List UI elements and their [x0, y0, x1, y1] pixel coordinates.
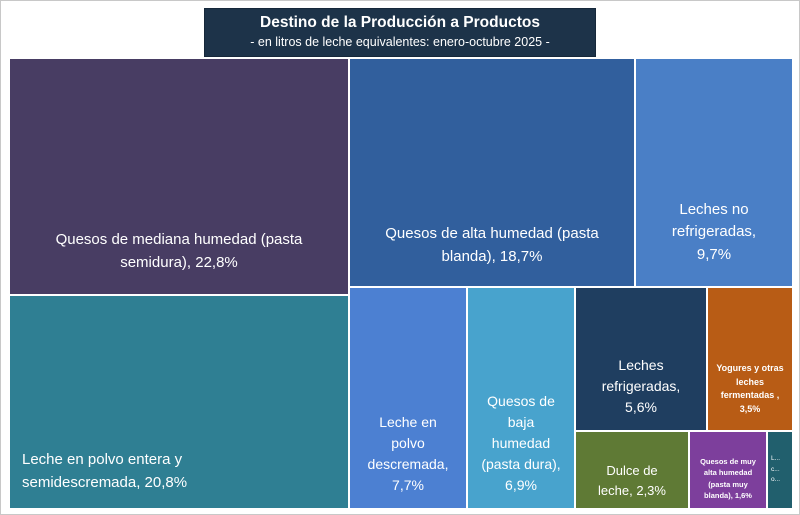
- treemap-cell-yogures-leches-fermentadas: Yogures y otras leches fermentadas , 3,5…: [707, 287, 793, 431]
- treemap-cell-leches-no-refrigeradas: Leches no refrigeradas, 9,7%: [635, 58, 793, 287]
- treemap-cell-dulce-de-leche: Dulce de leche, 2,3%: [575, 431, 689, 509]
- cell-label: Dulce de leche, 2,3%: [598, 463, 666, 498]
- treemap-cell-quesos-baja-humedad: Quesos de baja humedad (pasta dura), 6,9…: [467, 287, 575, 509]
- treemap-cell-leche-polvo-descremada: Leche en polvo descremada, 7,7%: [349, 287, 467, 509]
- cell-label: Quesos de mediana humedad (pasta semidur…: [55, 231, 303, 271]
- treemap-cell-leche-polvo-entera: Leche en polvo entera y semidescremada, …: [9, 295, 349, 509]
- chart-title: Destino de la Producción a Productos: [260, 14, 540, 31]
- cell-label: Leche en polvo entera y semidescremada, …: [22, 451, 188, 491]
- treemap-cell-quesos-alta-humedad: Quesos de alta humedad (pasta blanda), 1…: [349, 58, 635, 287]
- cell-label: Yogures y otras leches fermentadas , 3,5…: [716, 363, 784, 414]
- cell-label: Leches no refrigeradas, 9,7%: [671, 200, 757, 263]
- treemap-cell-quesos-mediana-humedad: Quesos de mediana humedad (pasta semidur…: [9, 58, 349, 295]
- cell-label: Quesos de alta humedad (pasta blanda), 1…: [385, 225, 599, 265]
- treemap-cell-truncated-small: L... c... o...: [767, 431, 793, 509]
- cell-label: L... c... o...: [771, 455, 781, 484]
- cell-label: Leche en polvo descremada, 7,7%: [367, 414, 449, 493]
- chart-subtitle: - en litros de leche equivalentes: enero…: [250, 34, 550, 49]
- cell-label: Quesos de baja humedad (pasta dura), 6,9…: [481, 393, 561, 493]
- treemap-cell-quesos-muy-alta-humedad: Quesos de muy alta humedad (pasta muy bl…: [689, 431, 767, 509]
- chart-title-box: Destino de la Producción a Productos - e…: [204, 8, 596, 57]
- cell-label: Leches refrigeradas, 5,6%: [601, 357, 681, 415]
- cell-label: Quesos de muy alta humedad (pasta muy bl…: [700, 457, 756, 500]
- treemap-cell-leches-refrigeradas: Leches refrigeradas, 5,6%: [575, 287, 707, 431]
